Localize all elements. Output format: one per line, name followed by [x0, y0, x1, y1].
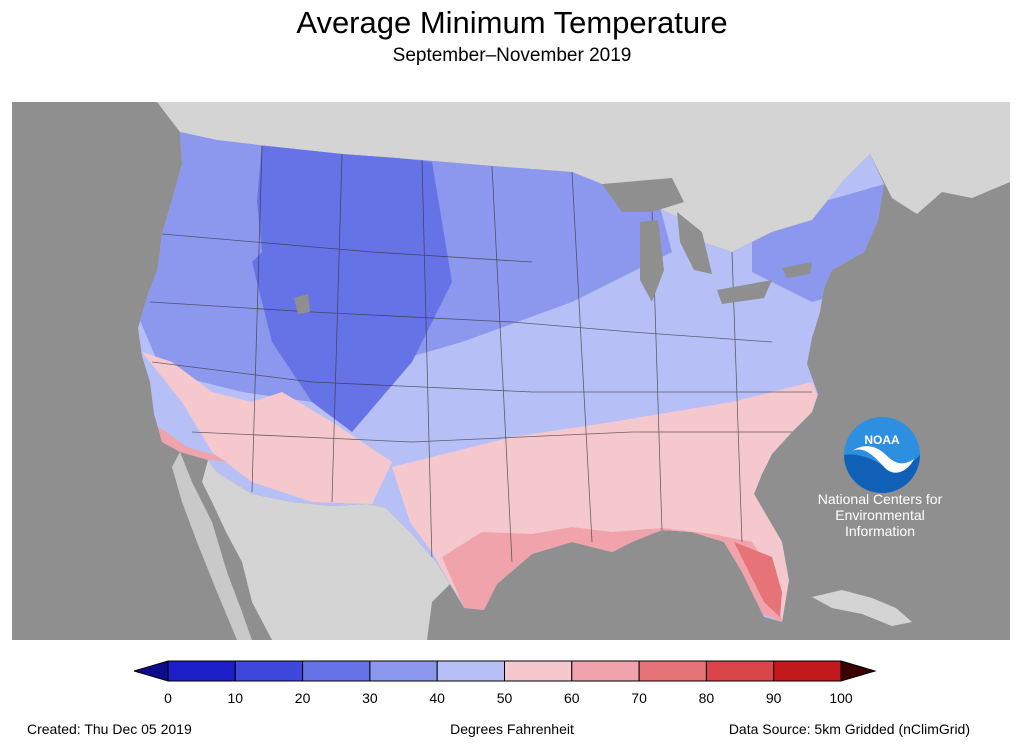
scale-cell — [571, 660, 640, 682]
noaa-logo: NOAA — [844, 417, 920, 493]
map-title: Average Minimum Temperature — [296, 5, 728, 40]
color-scale-cells — [134, 660, 877, 682]
baja-peninsula — [172, 452, 252, 640]
scale-tick-label: 30 — [362, 690, 378, 706]
scale-tick-label: 0 — [164, 690, 172, 706]
created-date: Created: Thu Dec 05 2019 — [27, 721, 192, 737]
ncei-line-1: National Centers for — [817, 491, 943, 507]
state-boundaries — [149, 145, 812, 563]
scale-tick-label: 60 — [564, 690, 580, 706]
map-panel — [12, 102, 1010, 640]
map-subtitle: September–November 2019 — [392, 45, 632, 66]
scale-tick-label: 70 — [631, 690, 647, 706]
scale-cell — [504, 660, 573, 682]
scale-cell — [167, 660, 236, 682]
ncei-label: National Centers for Environmental Infor… — [790, 491, 970, 539]
data-source: Data Source: 5km Gridded (nClimGrid) — [728, 721, 970, 737]
great-salt-lake — [294, 294, 310, 314]
color-scale-bar — [134, 660, 877, 682]
noaa-badge-text: NOAA — [864, 433, 900, 447]
scale-tick-label: 20 — [294, 690, 311, 706]
scale-cell — [705, 660, 775, 682]
scale-low-arrow — [134, 660, 169, 682]
great-lakes — [602, 178, 812, 304]
scale-cell — [638, 660, 707, 682]
scale-cell — [369, 660, 438, 682]
scale-cell — [773, 660, 842, 682]
scale-tick-label: 10 — [227, 690, 244, 706]
scale-cell — [234, 660, 304, 682]
scale-high-arrow — [840, 660, 877, 682]
scale-tick-label: 50 — [496, 690, 513, 706]
canada-landmass — [157, 102, 1010, 252]
scale-tick-label: 40 — [429, 690, 445, 706]
mexico-landmass — [202, 460, 450, 640]
scale-tick-label: 100 — [829, 690, 853, 706]
scale-cell — [302, 660, 371, 682]
ncei-line-2: Environmental — [835, 507, 925, 523]
scale-tick-label: 80 — [698, 690, 715, 706]
ncei-line-3: Information — [844, 523, 916, 539]
scale-tick-label: 90 — [765, 690, 782, 706]
scale-cell — [436, 660, 506, 682]
caribbean-islands — [812, 590, 912, 626]
units-label: Degrees Fahrenheit — [450, 721, 574, 737]
temperature-map — [138, 102, 1010, 640]
